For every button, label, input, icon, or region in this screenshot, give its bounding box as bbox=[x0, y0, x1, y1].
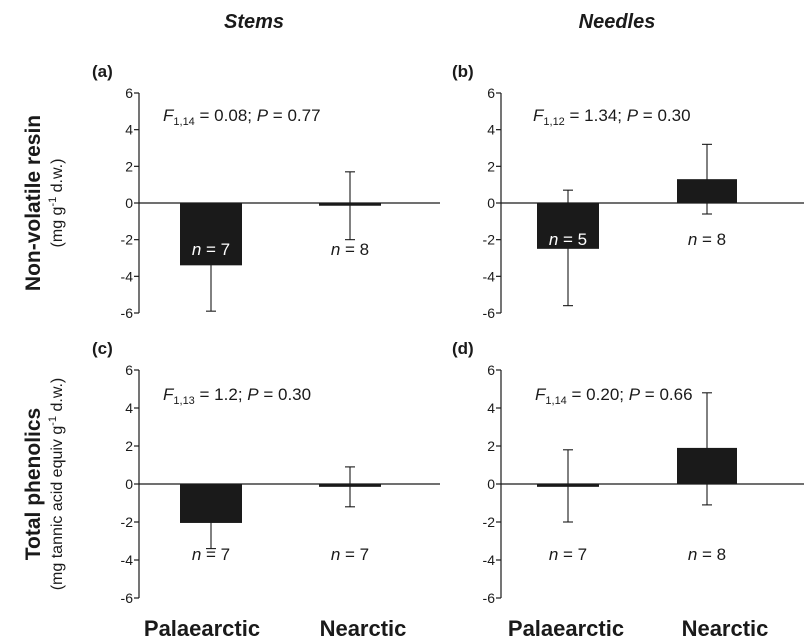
panel-needles-resin: (b) 6 4 2 0 -2 -4 -6 n = 5 n = 8 F1,12 = 1.34; P =… bbox=[452, 62, 804, 321]
y-tick-label: -2 bbox=[483, 514, 496, 530]
panel-label: (c) bbox=[92, 339, 113, 358]
category-label-palaearctic-needles: Palaearctic bbox=[508, 616, 624, 641]
y-tick-label: 6 bbox=[487, 85, 495, 101]
n-label-palaearctic: n = 7 bbox=[549, 545, 587, 564]
y-tick-label: -2 bbox=[121, 514, 134, 530]
y-tick-label: 0 bbox=[125, 476, 133, 492]
y-tick-label: -6 bbox=[121, 590, 134, 606]
y-tick-label: 6 bbox=[125, 362, 133, 378]
row-title-phenolics-unit: (mg tannic acid equiv g-1 d.w.) bbox=[47, 378, 66, 591]
y-tick-label: -4 bbox=[483, 552, 496, 568]
y-tick-label: 6 bbox=[487, 362, 495, 378]
panel-stems-phenolics: (c) 6 4 2 0 -2 -4 -6 n = 7 n = 7 F1,13 = 1.2; P = … bbox=[92, 339, 440, 606]
n-label-nearctic: n = 8 bbox=[688, 230, 726, 249]
stat-annotation: F1,13 = 1.2; P = 0.30 bbox=[163, 385, 311, 407]
n-label-palaearctic: n = 7 bbox=[192, 545, 230, 564]
panel-label: (d) bbox=[452, 339, 474, 358]
panel-label: (b) bbox=[452, 62, 474, 81]
category-label-nearctic-stems: Nearctic bbox=[320, 616, 407, 641]
y-tick-label: 0 bbox=[125, 195, 133, 211]
y-tick-label: 4 bbox=[487, 400, 495, 416]
n-label-palaearctic: n = 7 bbox=[192, 240, 230, 259]
n-label-nearctic: n = 8 bbox=[331, 240, 369, 259]
panels: (a) 6 4 2 0 -2 -4 -6 n = 7 n = 8 F1,14 = 0.08; P =… bbox=[92, 62, 804, 606]
panel-stems-resin: (a) 6 4 2 0 -2 -4 -6 n = 7 n = 8 F1,14 = 0.08; P =… bbox=[92, 62, 440, 321]
y-tick-label: -4 bbox=[121, 552, 134, 568]
y-tick-label: 2 bbox=[487, 438, 495, 454]
category-label-nearctic-needles: Nearctic bbox=[682, 616, 769, 641]
n-label-nearctic: n = 7 bbox=[331, 545, 369, 564]
stat-annotation: F1,12 = 1.34; P = 0.30 bbox=[533, 106, 691, 128]
y-tick-label: 0 bbox=[487, 476, 495, 492]
y-tick-label: 2 bbox=[125, 158, 133, 174]
y-tick-label: 2 bbox=[125, 438, 133, 454]
row-title-phenolics: Total phenolics (mg tannic acid equiv g-… bbox=[22, 378, 66, 591]
y-tick-label: 0 bbox=[487, 195, 495, 211]
y-tick-label: 6 bbox=[125, 85, 133, 101]
y-tick-label: -4 bbox=[121, 268, 134, 284]
row-title-resin: Non-volatile resin (mg g-1 d.w.) bbox=[22, 115, 66, 291]
y-tick-label: 4 bbox=[125, 400, 133, 416]
y-tick-label: -2 bbox=[121, 232, 134, 248]
column-title-stems: Stems bbox=[224, 11, 284, 33]
y-tick-label: -2 bbox=[483, 232, 496, 248]
y-tick-label: 2 bbox=[487, 158, 495, 174]
row-title-resin-unit: (mg g-1 d.w.) bbox=[47, 159, 66, 248]
row-title-resin-main: Non-volatile resin bbox=[22, 115, 45, 291]
row-title-phenolics-main: Total phenolics bbox=[22, 408, 45, 560]
y-tick-label: 4 bbox=[125, 122, 133, 138]
stat-annotation: F1,14 = 0.08; P = 0.77 bbox=[163, 106, 321, 128]
stat-annotation: F1,14 = 0.20; P = 0.66 bbox=[535, 385, 693, 407]
panel-needles-phenolics: (d) 6 4 2 0 -2 -4 -6 n = 7 n = 8 F1,14 = 0.20; P =… bbox=[452, 339, 804, 606]
y-tick-label: -6 bbox=[121, 305, 134, 321]
panel-label: (a) bbox=[92, 62, 113, 81]
n-label-palaearctic: n = 5 bbox=[549, 230, 587, 249]
y-tick-label: -4 bbox=[483, 268, 496, 284]
y-tick-label: -6 bbox=[483, 305, 496, 321]
column-title-needles: Needles bbox=[579, 11, 656, 33]
category-label-palaearctic-stems: Palaearctic bbox=[144, 616, 260, 641]
n-label-nearctic: n = 8 bbox=[688, 545, 726, 564]
y-tick-label: 4 bbox=[487, 122, 495, 138]
y-tick-label: -6 bbox=[483, 590, 496, 606]
